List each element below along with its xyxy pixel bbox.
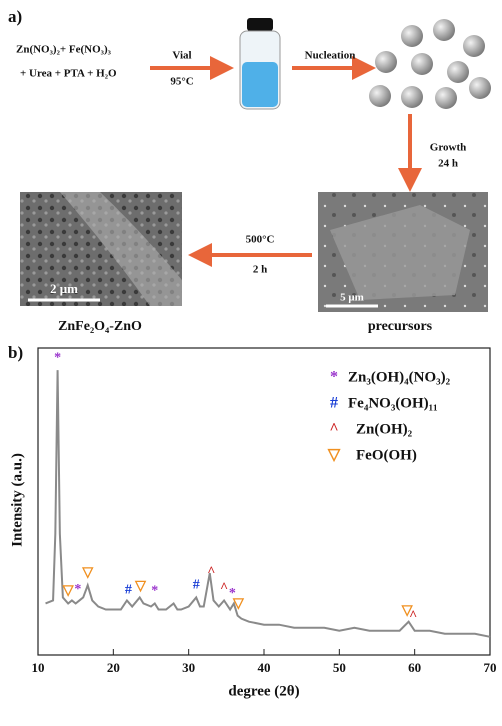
peak-marker: ▽ (401, 603, 414, 618)
x-tick-label: 20 (107, 660, 120, 675)
step-label: Growth (430, 142, 466, 154)
panel-label: a) (8, 7, 22, 26)
peak-marker: ▽ (81, 566, 94, 581)
sem-image (20, 192, 182, 306)
peak-marker: * (54, 350, 61, 365)
x-tick-label: 60 (408, 660, 421, 675)
peak-marker: ▽ (134, 579, 147, 594)
legend-symbol: ▽ (327, 447, 341, 464)
reactants: Zn(NO₃)₂+ Fe(NO₃)₃ (16, 44, 112, 56)
legend-symbol: # (330, 395, 338, 412)
x-tick-label: 10 (32, 660, 45, 675)
step-label: Vial (172, 50, 191, 62)
peak-marker: * (151, 584, 158, 599)
legend-symbol: ^ (329, 421, 338, 438)
reactants: + Urea + PTA + H₂O (20, 68, 117, 80)
step-label: 95°C (170, 76, 193, 88)
x-tick-label: 30 (182, 660, 195, 675)
figure: a) Zn(NO₃)₂+ Fe(NO₃)₃ + Urea + PTA + H₂O… (0, 0, 502, 726)
legend-symbol: * (330, 369, 338, 386)
caption: precursors (368, 319, 433, 334)
peak-marker: ^ (220, 581, 228, 596)
legend-label: Zn₃(OH)₄(NO₃)₂ (348, 369, 451, 385)
panel-label: b) (8, 343, 23, 362)
y-axis-label: Intensity (a.u.) (9, 453, 25, 547)
x-axis-label: degree (2θ) (228, 683, 299, 699)
scale-bar-label: 2 μm (50, 281, 78, 296)
scale-bar-label: 5 μm (340, 292, 364, 304)
step-label: Nucleation (305, 50, 356, 62)
peak-marker: ^ (207, 564, 215, 579)
x-tick-label: 70 (484, 660, 497, 675)
step-label: 2 h (253, 264, 267, 276)
peak-marker: ▽ (232, 596, 245, 611)
vial (240, 18, 280, 109)
legend-label: Zn(OH)₂ (356, 421, 413, 437)
peak-marker: # (125, 582, 132, 597)
step-label: 500°C (246, 234, 275, 246)
peak-marker: ▽ (62, 584, 75, 599)
caption: ZnFe₂O₄-ZnO (58, 319, 142, 334)
x-tick-label: 40 (258, 660, 271, 675)
legend-label: Fe₄NO₃(OH)₁₁ (348, 395, 438, 411)
peak-marker: * (74, 582, 81, 597)
legend-label: FeO(OH) (356, 447, 417, 463)
spheres (369, 19, 491, 109)
peak-marker: # (193, 578, 200, 593)
x-tick-label: 50 (333, 660, 346, 675)
step-label: 24 h (438, 158, 458, 170)
